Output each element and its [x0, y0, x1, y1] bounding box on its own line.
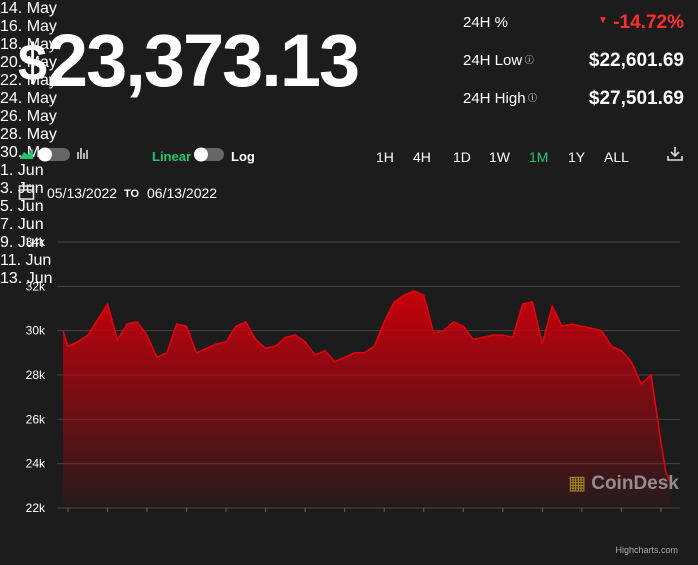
- range-button[interactable]: 4H: [413, 149, 431, 165]
- download-icon[interactable]: [666, 145, 684, 163]
- stat-label: 24H Low ⓘ: [463, 52, 534, 69]
- watermark: ▦ CoinDesk: [568, 472, 679, 495]
- stat-label: 24H High ⓘ: [463, 90, 537, 107]
- x-tick-label: 11. Jun: [0, 252, 52, 269]
- date-from[interactable]: 05/13/2022: [47, 185, 118, 201]
- date-separator: TO: [124, 188, 140, 200]
- watermark-text: CoinDesk: [591, 473, 679, 494]
- y-tick-label: 26k: [26, 412, 46, 426]
- y-tick-label: 30k: [26, 324, 46, 338]
- area-icon[interactable]: [20, 149, 33, 159]
- x-tick-label: 28. May: [0, 126, 57, 143]
- stat-value: $22,601.69: [588, 50, 684, 71]
- x-tick-label: 3. Jun: [0, 180, 44, 197]
- stat-value: $27,501.69: [588, 88, 684, 109]
- x-tick-label: 18. May: [0, 36, 57, 53]
- date-to[interactable]: 06/13/2022: [147, 185, 218, 201]
- x-tick-label: 9. Jun: [0, 234, 44, 251]
- x-tick-label: 26. May: [0, 108, 57, 125]
- range-button[interactable]: 1D: [453, 149, 471, 165]
- x-tick-label: 14. May: [0, 0, 57, 17]
- toggle-knob: [38, 147, 52, 162]
- info-icon[interactable]: ⓘ: [525, 93, 538, 103]
- price-value: 23,373.13: [46, 19, 360, 102]
- scale-log[interactable]: Log: [231, 149, 255, 164]
- x-tick-label: 22. May: [0, 72, 57, 89]
- bar-icon[interactable]: [77, 148, 88, 159]
- calendar-icon[interactable]: [18, 183, 36, 201]
- y-tick-label: 24k: [26, 457, 46, 471]
- line: [62, 289, 671, 482]
- range-button[interactable]: 1W: [489, 149, 510, 165]
- credits[interactable]: Highcharts.com: [615, 545, 678, 555]
- x-tick-label: 5. Jun: [0, 198, 44, 215]
- stat-value: ▼ -14.72%: [598, 12, 684, 34]
- y-tick-label: 22k: [26, 501, 46, 515]
- price: $23,373.13: [18, 18, 360, 103]
- watermark-logo: ▦: [568, 473, 586, 494]
- y-tick-label: 32k: [26, 279, 46, 293]
- x-tick-label: 13. Jun: [0, 270, 53, 287]
- change: -14.72%: [613, 12, 684, 33]
- toggles: [20, 147, 224, 162]
- x-tick-label: 16. May: [0, 18, 57, 35]
- currency: $: [18, 34, 47, 92]
- stat-label: 24H %: [463, 14, 509, 31]
- x-tick-label: 7. Jun: [0, 216, 44, 233]
- label: 24H High: [463, 90, 526, 107]
- range-button[interactable]: 1H: [376, 149, 394, 165]
- info-icon[interactable]: ⓘ: [522, 55, 534, 65]
- x-tick-label: 24. May: [0, 90, 57, 107]
- label: 24H Low: [463, 52, 523, 69]
- scale-linear[interactable]: Linear: [152, 149, 192, 164]
- y-tick-label: 34k: [26, 235, 46, 249]
- down-arrow: ▼: [598, 15, 608, 26]
- toggle-knob: [194, 147, 208, 162]
- range-button[interactable]: 1M: [529, 149, 549, 165]
- x-tick-label: 1. Jun: [0, 162, 44, 179]
- range-button[interactable]: ALL: [604, 149, 629, 165]
- y-tick-label: 28k: [26, 368, 46, 382]
- x-tick-label: 20. May: [0, 54, 57, 71]
- range-button[interactable]: 1Y: [568, 149, 586, 165]
- x-axis-labels: 14. May 16. May 18. May 20. May 22. May 24. M…: [0, 0, 57, 287]
